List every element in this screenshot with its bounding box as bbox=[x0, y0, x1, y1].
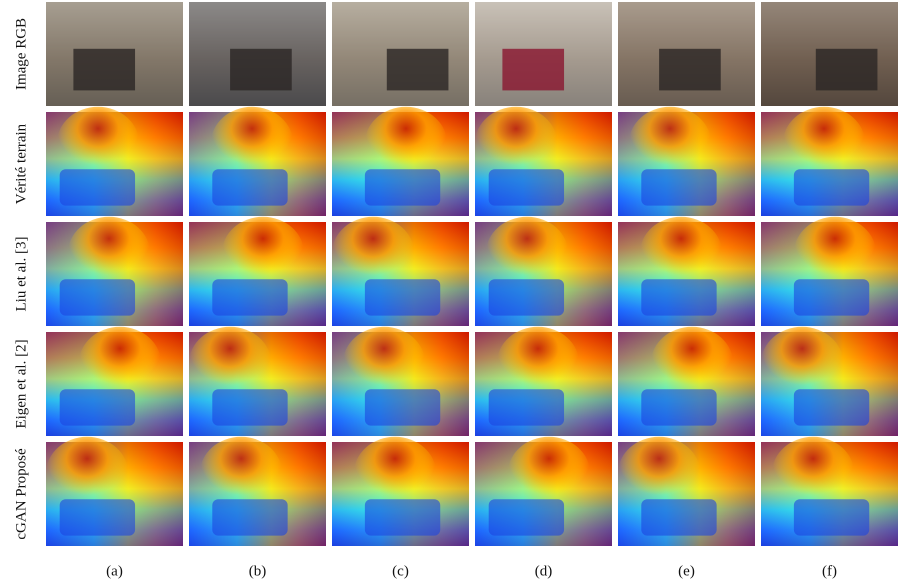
column-label: (d) bbox=[535, 563, 553, 579]
depth-near bbox=[212, 499, 287, 535]
depth-near bbox=[489, 169, 564, 205]
depth-map bbox=[189, 437, 326, 546]
depth-near bbox=[60, 499, 135, 535]
depth-near bbox=[794, 169, 869, 205]
row-label: Liu et al. [3] bbox=[13, 237, 29, 312]
depth-far bbox=[343, 327, 425, 400]
depth-far bbox=[365, 107, 447, 180]
depth-near bbox=[641, 389, 716, 425]
depth-map bbox=[475, 107, 612, 216]
depth-near bbox=[365, 169, 440, 205]
rgb-image bbox=[618, 2, 755, 106]
depth-far bbox=[794, 217, 876, 290]
depth-map bbox=[332, 327, 469, 436]
depth-map bbox=[46, 217, 183, 326]
furniture bbox=[230, 49, 292, 91]
row-label: cGAN Proposé bbox=[13, 448, 29, 540]
depth-far bbox=[629, 107, 711, 180]
depth-map bbox=[475, 437, 612, 546]
column-label: (f) bbox=[822, 563, 837, 579]
depth-near bbox=[641, 499, 716, 535]
depth-near bbox=[489, 389, 564, 425]
depth-far bbox=[200, 437, 282, 510]
column-label: (e) bbox=[678, 563, 695, 579]
depth-near bbox=[365, 389, 440, 425]
furniture bbox=[659, 49, 721, 91]
depth-far bbox=[211, 107, 293, 180]
depth-near bbox=[641, 279, 716, 315]
depth-near bbox=[489, 279, 564, 315]
depth-near bbox=[365, 279, 440, 315]
depth-near bbox=[794, 389, 869, 425]
depth-near bbox=[212, 389, 287, 425]
depth-near bbox=[60, 279, 135, 315]
depth-far bbox=[618, 437, 700, 510]
depth-map bbox=[475, 217, 612, 326]
depth-far bbox=[222, 217, 304, 290]
depth-map bbox=[332, 107, 469, 216]
depth-far bbox=[79, 327, 161, 400]
rgb-image bbox=[475, 2, 612, 106]
depth-map bbox=[618, 107, 755, 216]
depth-map bbox=[618, 437, 755, 546]
depth-map bbox=[475, 327, 612, 436]
furniture bbox=[816, 49, 878, 91]
column-label: (c) bbox=[392, 563, 409, 579]
depth-map bbox=[46, 327, 183, 436]
row-label: Vérité terrain bbox=[13, 123, 29, 204]
depth-far bbox=[475, 107, 557, 180]
depth-near bbox=[212, 169, 287, 205]
depth-far bbox=[486, 217, 568, 290]
row-label: Image RGB bbox=[13, 18, 29, 90]
depth-far bbox=[497, 327, 579, 400]
image-grid bbox=[46, 2, 898, 546]
column-label: (a) bbox=[106, 563, 123, 579]
furniture bbox=[502, 49, 564, 91]
rgb-image bbox=[332, 2, 469, 106]
depth-map bbox=[761, 217, 898, 326]
depth-far bbox=[46, 437, 128, 510]
figure: Image RGB Vérité terrain Liu et al. [3] Eig… bbox=[0, 0, 903, 584]
rgb-image bbox=[761, 2, 898, 106]
depth-far bbox=[332, 217, 414, 290]
depth-map bbox=[46, 107, 183, 216]
depth-near bbox=[794, 499, 869, 535]
depth-map bbox=[618, 217, 755, 326]
row-label: Eigen et al. [2] bbox=[13, 339, 29, 428]
depth-map bbox=[761, 327, 898, 436]
rgb-image bbox=[189, 2, 326, 106]
depth-map bbox=[189, 327, 326, 436]
column-label: (b) bbox=[249, 563, 267, 579]
depth-map bbox=[332, 217, 469, 326]
depth-near bbox=[489, 499, 564, 535]
depth-far bbox=[354, 437, 436, 510]
depth-far bbox=[651, 327, 733, 400]
depth-near bbox=[212, 279, 287, 315]
depth-far bbox=[772, 437, 854, 510]
depth-far bbox=[761, 327, 843, 400]
depth-near bbox=[60, 169, 135, 205]
depth-near bbox=[60, 389, 135, 425]
depth-map bbox=[761, 437, 898, 546]
depth-map bbox=[46, 437, 183, 546]
depth-far bbox=[68, 217, 150, 290]
depth-map bbox=[332, 437, 469, 546]
depth-map bbox=[189, 217, 326, 326]
depth-near bbox=[641, 169, 716, 205]
depth-map bbox=[761, 107, 898, 216]
furniture bbox=[387, 49, 449, 91]
depth-map bbox=[618, 327, 755, 436]
depth-near bbox=[365, 499, 440, 535]
depth-far bbox=[508, 437, 590, 510]
depth-map bbox=[189, 107, 326, 216]
depth-far bbox=[189, 327, 271, 400]
depth-far bbox=[640, 217, 722, 290]
depth-far bbox=[57, 107, 139, 180]
furniture bbox=[73, 49, 135, 91]
depth-far bbox=[783, 107, 865, 180]
rgb-image bbox=[46, 2, 183, 106]
depth-near bbox=[794, 279, 869, 315]
